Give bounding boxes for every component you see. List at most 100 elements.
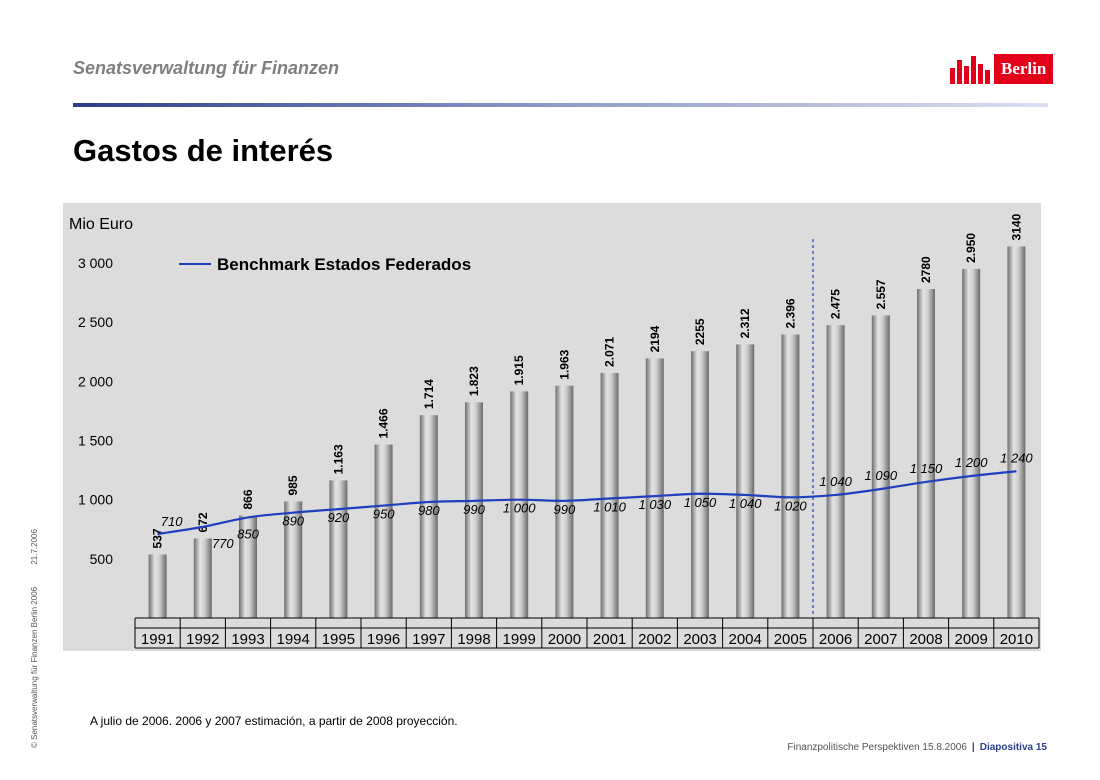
benchmark-series-line <box>157 470 1017 536</box>
bar-value-label-2003: 2255 <box>693 318 707 345</box>
bar-1999 <box>510 391 529 618</box>
benchmark-label-1991: 710 <box>161 514 183 529</box>
benchmark-label-2003: 1 050 <box>684 495 717 510</box>
bar-value-label-2007: 2.557 <box>874 279 888 309</box>
benchmark-label-2006: 1 040 <box>819 474 852 489</box>
bar-2004 <box>736 344 755 618</box>
x-tick-label-2004: 2004 <box>729 631 762 648</box>
x-tick-label-2007: 2007 <box>864 631 897 648</box>
legend-benchmark-label: Benchmark Estados Federados <box>217 255 471 274</box>
footer: Finanzpolitische Perspektiven 15.8.2006 |… <box>787 742 1047 753</box>
benchmark-label-2001: 1 010 <box>593 499 626 514</box>
footer-presentation: Finanzpolitische Perspektiven 15.8.2006 <box>787 742 967 753</box>
x-tick-label-2008: 2008 <box>909 631 942 648</box>
bar-1992 <box>193 538 212 618</box>
benchmark-label-1995: 920 <box>328 510 350 525</box>
bar-2006 <box>826 325 845 618</box>
bar-value-label-2008: 2780 <box>919 256 933 283</box>
bar-1997 <box>419 415 438 618</box>
x-tick-label-2010: 2010 <box>1000 631 1033 648</box>
footnote: A julio de 2006. 2006 y 2007 estimación,… <box>90 714 458 728</box>
bar-value-label-1997: 1.714 <box>422 379 436 409</box>
benchmark-label-1993: 850 <box>237 526 259 541</box>
y-tick-label: 2 000 <box>78 373 113 389</box>
chart-legend: Benchmark Estados Federados <box>179 255 471 274</box>
y-tick-label: 3 000 <box>78 255 113 271</box>
x-tick-label-2003: 2003 <box>683 631 716 648</box>
bar-value-label-1998: 1.823 <box>467 366 481 396</box>
y-tick-label: 2 500 <box>78 314 113 330</box>
x-tick-label-1996: 1996 <box>367 631 400 648</box>
benchmark-label-2005: 1 020 <box>774 498 807 513</box>
y-tick-label: 1 000 <box>78 492 113 508</box>
side-note: © Senatsverwaltung für Finanzen Berlin 2… <box>30 529 39 748</box>
benchmark-label-1992: 770 <box>212 536 234 551</box>
bar-value-label-1992: 672 <box>196 512 210 532</box>
y-unit-label: Mio Euro <box>69 216 133 233</box>
y-axis-ticks: 500 1 000 1 500 2 000 2 500 3 000 <box>78 255 113 567</box>
x-tick-label-1995: 1995 <box>322 631 355 648</box>
page-title: Gastos de interés <box>73 133 334 168</box>
bar-value-label-2010: 3140 <box>1009 213 1023 240</box>
benchmark-label-2004: 1 040 <box>729 496 762 511</box>
benchmark-label-1996: 950 <box>373 507 395 522</box>
benchmark-label-2002: 1 030 <box>639 497 672 512</box>
bar-value-label-1996: 1.466 <box>377 408 391 438</box>
bar-value-label-1993: 866 <box>241 489 255 509</box>
side-copyright: © Senatsverwaltung für Finanzen Berlin 2… <box>30 586 39 748</box>
bar-2001 <box>600 372 619 618</box>
benchmark-label-2000: 990 <box>554 502 576 517</box>
x-axis: 1991 1992 1993 1994 1995 1996 1997 1998 1999 2000… <box>134 617 1040 649</box>
bar-value-label-2004: 2.312 <box>738 308 752 338</box>
x-tick-label-1997: 1997 <box>412 631 445 648</box>
footer-slide-number: Diapositiva 15 <box>979 742 1047 753</box>
x-tick-label-2002: 2002 <box>638 631 671 648</box>
y-tick-label: 1 500 <box>78 433 113 449</box>
bar-1991 <box>148 554 167 618</box>
x-tick-label-1994: 1994 <box>277 631 310 648</box>
berlin-bear-mark-icon <box>950 56 990 84</box>
bar-value-label-2001: 2.071 <box>603 337 617 367</box>
bar-2002 <box>645 358 664 618</box>
bar-value-label-2000: 1.963 <box>557 349 571 379</box>
bar-value-label-1991: 537 <box>151 528 165 548</box>
bar-2003 <box>691 351 709 618</box>
bar-series <box>148 246 1026 618</box>
x-tick-label-2009: 2009 <box>955 631 988 648</box>
bar-2008 <box>917 289 935 618</box>
benchmark-label-2010: 1 240 <box>1000 450 1033 465</box>
header-rule <box>73 103 1048 107</box>
footer-separator: | <box>971 742 975 753</box>
bar-1998 <box>465 402 483 618</box>
benchmark-label-2007: 1 090 <box>865 468 898 483</box>
interest-expense-chart: Mio Euro Benchmark Estados Federados 500… <box>69 213 1040 649</box>
bar-1993 <box>239 515 257 618</box>
bar-2007 <box>871 315 890 618</box>
x-tick-label-1998: 1998 <box>457 631 490 648</box>
bar-2009 <box>962 268 981 618</box>
berlin-logo-text: Berlin <box>994 54 1054 84</box>
bar-1996 <box>374 444 393 618</box>
side-date: 21.7.2006 <box>30 529 39 565</box>
x-tick-label-1999: 1999 <box>503 631 536 648</box>
x-tick-label-2005: 2005 <box>774 631 807 648</box>
benchmark-label-1999: 1 000 <box>503 501 536 516</box>
benchmark-label-2008: 1 150 <box>910 461 943 476</box>
bar-value-label-1994: 985 <box>286 475 300 495</box>
benchmark-label-1998: 990 <box>463 502 485 517</box>
x-tick-label-2001: 2001 <box>593 631 626 648</box>
bar-value-label-1995: 1.163 <box>331 444 345 474</box>
bar-value-label-2009: 2.950 <box>964 233 978 263</box>
x-tick-label-2000: 2000 <box>548 631 581 648</box>
bar-2005 <box>781 334 800 618</box>
x-tick-label-1991: 1991 <box>141 631 174 648</box>
bar-value-label-2005: 2.396 <box>783 298 797 328</box>
x-tick-label-2006: 2006 <box>819 631 852 648</box>
header-org-name: Senatsverwaltung für Finanzen <box>73 58 340 78</box>
bar-value-label-2006: 2.475 <box>829 289 843 319</box>
bar-1994 <box>284 501 303 618</box>
berlin-logo: Berlin <box>948 52 1054 86</box>
bar-2010 <box>1007 246 1026 618</box>
benchmark-label-1994: 890 <box>282 514 304 529</box>
